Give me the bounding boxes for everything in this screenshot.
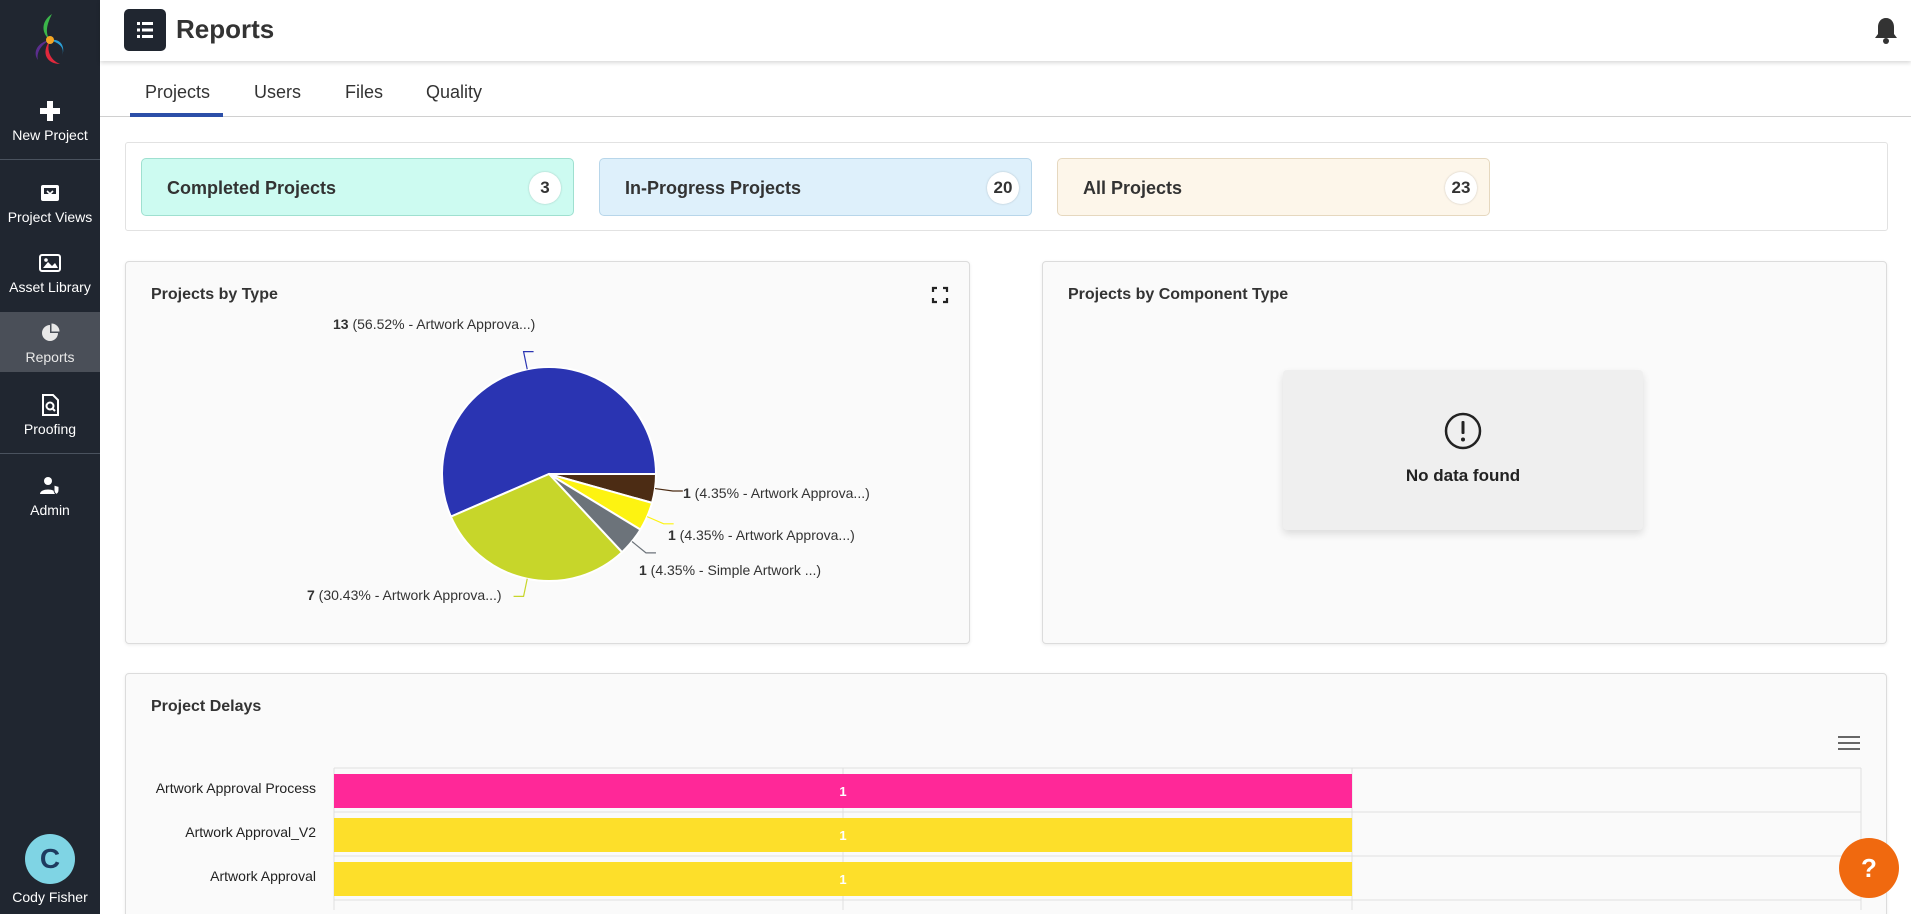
completed-projects-card[interactable]: Completed Projects 3 — [141, 158, 574, 216]
plus-icon — [40, 101, 60, 121]
sidebar-item-label: Project Views — [7, 209, 93, 225]
pie-chart — [441, 351, 683, 597]
pie-data-label: 1 (4.35% - Artwork Approva...) — [683, 485, 870, 501]
sidebar-item-new-project[interactable]: New Project — [0, 96, 100, 147]
sidebar-item-label: Asset Library — [9, 279, 91, 295]
sidebar-divider — [0, 453, 100, 454]
sidebar-item-proofing[interactable]: Proofing — [0, 390, 100, 441]
stat-label: Completed Projects — [167, 178, 337, 198]
bar-data-label: 1 — [839, 872, 846, 887]
document-search-icon — [42, 394, 59, 416]
tab-bar: Projects Users Files Quality — [100, 70, 1911, 117]
menu-button[interactable] — [124, 9, 166, 51]
panel-title: Projects by Type — [151, 286, 278, 303]
user-name[interactable]: Cody Fisher — [12, 889, 88, 905]
stat-label: In-Progress Projects — [625, 178, 802, 198]
category-label: Artwork Approval — [210, 868, 316, 884]
tab-projects[interactable]: Projects — [145, 82, 211, 102]
stats-panel: Completed Projects 3 In-Progress Project… — [125, 142, 1888, 231]
app-logo[interactable] — [26, 10, 74, 72]
panel-title: Projects by Component Type — [1068, 286, 1289, 303]
pie-connector — [654, 487, 683, 492]
bar-data-label: 1 — [839, 784, 846, 799]
sidebar-item-label: Proofing — [23, 421, 77, 437]
chart-menu-icon[interactable] — [1838, 734, 1860, 752]
bar[interactable] — [334, 862, 1352, 896]
sidebar-item-project-views[interactable]: Project Views — [0, 178, 100, 229]
all-projects-card[interactable]: All Projects 23 — [1057, 158, 1490, 216]
pie-slice[interactable] — [441, 366, 658, 518]
user-shield-icon — [40, 477, 60, 496]
active-tab-indicator — [130, 113, 223, 117]
bar[interactable] — [334, 774, 1352, 808]
exclamation-circle-icon — [1444, 412, 1482, 450]
stat-count: 20 — [987, 172, 1019, 204]
sidebar-item-label: Admin — [30, 502, 70, 518]
pie-data-label: 1 (4.35% - Simple Artwork ...) — [639, 562, 822, 578]
tab-users[interactable]: Users — [254, 82, 302, 102]
panel-title: Project Delays — [151, 698, 262, 715]
sidebar-item-asset-library[interactable]: Asset Library — [0, 248, 100, 299]
project-delays-panel: Project Delays 1 1 1 Artwork Approval Proc… — [125, 673, 1887, 914]
page-title: Reports — [176, 14, 275, 44]
pie-data-label: 1 (4.35% - Artwork Approva...) — [668, 527, 855, 543]
image-icon — [39, 254, 61, 272]
help-button[interactable]: ? — [1839, 838, 1899, 898]
sidebar-item-reports[interactable]: Reports — [0, 312, 100, 372]
category-label: Artwork Approval Process — [155, 780, 316, 796]
pie-connector — [646, 516, 674, 525]
bar-chart: 1 1 1 — [333, 767, 1862, 910]
list-icon — [137, 22, 153, 38]
empty-state-text: No data found — [1405, 466, 1521, 485]
tab-files[interactable]: Files — [345, 82, 384, 102]
pie-chart-icon — [42, 323, 60, 341]
sidebar-divider — [0, 159, 100, 160]
tab-quality[interactable]: Quality — [426, 82, 483, 102]
pie-connector — [522, 351, 534, 370]
pie-connector — [631, 541, 656, 554]
projects-by-type-panel: Projects by Type 13 (56.52% - Artwork Ap… — [125, 261, 970, 644]
pie-data-label: 13 (56.52% - Artwork Approva...) — [333, 316, 536, 332]
sidebar-item-admin[interactable]: Admin — [0, 471, 100, 522]
pie-data-label: 7 (30.43% - Artwork Approva...) — [307, 587, 502, 603]
avatar[interactable]: C — [25, 834, 75, 884]
category-label: Artwork Approval_V2 — [185, 824, 316, 840]
stat-label: All Projects — [1083, 178, 1183, 198]
pie-connector — [513, 578, 528, 597]
sidebar: New Project Project Views Asset Library … — [0, 0, 100, 914]
projects-by-component-panel: Projects by Component Type No data found — [1042, 261, 1887, 644]
inbox-icon — [41, 185, 59, 201]
fullscreen-icon[interactable] — [931, 286, 949, 304]
in-progress-projects-card[interactable]: In-Progress Projects 20 — [599, 158, 1032, 216]
pie-slice[interactable] — [449, 472, 624, 582]
header: Reports — [100, 0, 1911, 61]
sidebar-item-label: New Project — [12, 127, 88, 143]
empty-state: No data found — [1283, 370, 1643, 530]
sidebar-item-label: Reports — [25, 349, 75, 365]
bar-data-label: 1 — [839, 828, 846, 843]
bell-icon[interactable] — [1873, 16, 1899, 44]
stat-count: 23 — [1445, 172, 1477, 204]
stat-count: 3 — [529, 172, 561, 204]
bar[interactable] — [334, 818, 1352, 852]
